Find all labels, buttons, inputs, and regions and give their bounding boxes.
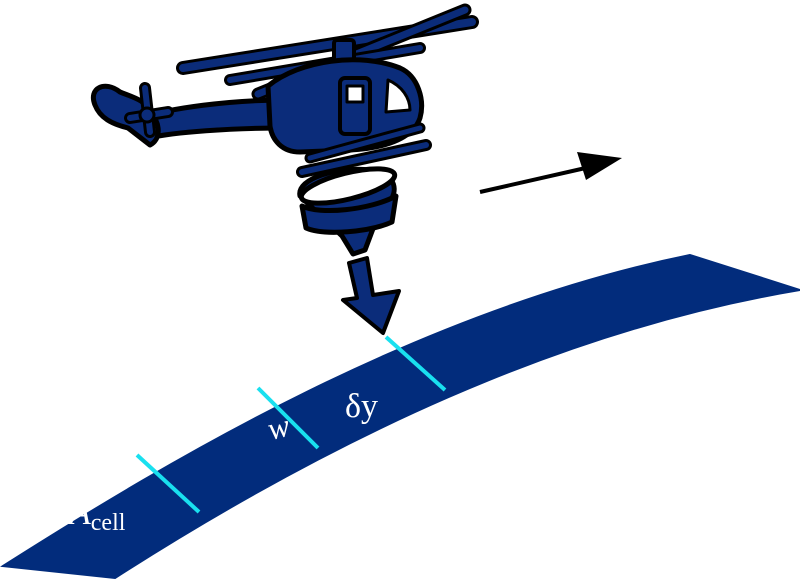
cell-area-symbol: A [68,495,91,532]
cell-divider-1 [135,453,201,514]
cell-divider-2 [256,386,320,450]
helicopter-icon [90,3,479,178]
down-arrow-icon [341,256,401,335]
tail-rotor-hub [138,106,156,124]
funnel-icon [297,166,399,257]
cockpit-window [384,78,412,114]
funnel-band [299,193,399,235]
ground-swath-strip [0,253,800,580]
step-label: δy [345,388,378,425]
cell-area-subscript: cell [91,510,126,536]
direction-arrow-icon [479,152,622,194]
cell-area-label: Acell [68,495,126,536]
funnel-rim [298,166,398,206]
cell-divider-3 [384,335,447,392]
door-window [345,84,365,104]
